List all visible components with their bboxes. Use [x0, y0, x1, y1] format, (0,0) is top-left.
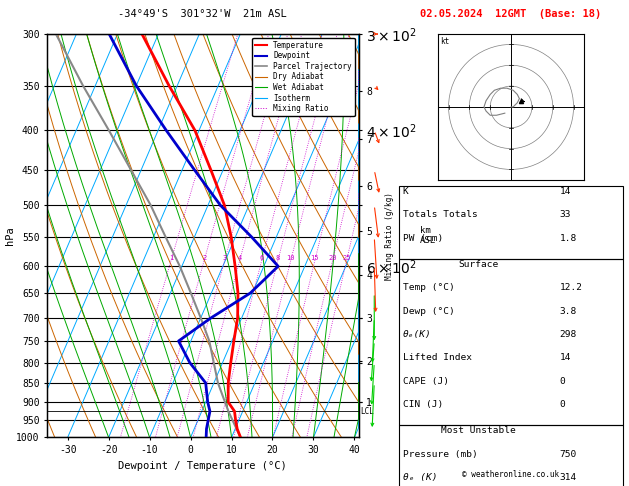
Y-axis label: hPa: hPa	[4, 226, 14, 245]
Text: CIN (J): CIN (J)	[403, 400, 443, 409]
Text: 0: 0	[560, 400, 565, 409]
Text: 4: 4	[238, 255, 242, 260]
Text: Temp (°C): Temp (°C)	[403, 283, 454, 293]
Legend: Temperature, Dewpoint, Parcel Trajectory, Dry Adiabat, Wet Adiabat, Isotherm, Mi: Temperature, Dewpoint, Parcel Trajectory…	[252, 38, 355, 116]
Text: 8: 8	[276, 255, 280, 260]
Text: 314: 314	[560, 473, 577, 482]
Text: Lifted Index: Lifted Index	[403, 353, 472, 363]
Text: θₑ(K): θₑ(K)	[403, 330, 431, 339]
Text: Pressure (mb): Pressure (mb)	[403, 450, 477, 459]
Text: 750: 750	[560, 450, 577, 459]
Text: CAPE (J): CAPE (J)	[403, 377, 448, 386]
Text: 14: 14	[560, 187, 571, 196]
Text: -34°49'S  301°32'W  21m ASL: -34°49'S 301°32'W 21m ASL	[118, 9, 287, 19]
Text: kt: kt	[440, 37, 450, 47]
Text: 10: 10	[286, 255, 295, 260]
Text: 3.8: 3.8	[560, 307, 577, 316]
Text: 20: 20	[328, 255, 337, 260]
Text: 33: 33	[560, 210, 571, 220]
Text: 1: 1	[169, 255, 173, 260]
Text: θₑ (K): θₑ (K)	[403, 473, 437, 482]
Text: © weatheronline.co.uk: © weatheronline.co.uk	[462, 469, 560, 479]
Text: 6: 6	[260, 255, 264, 260]
Text: 12.2: 12.2	[560, 283, 583, 293]
Text: 2: 2	[202, 255, 206, 260]
Text: 0: 0	[560, 377, 565, 386]
Text: 14: 14	[560, 353, 571, 363]
Text: Dewp (°C): Dewp (°C)	[403, 307, 454, 316]
Text: Surface: Surface	[458, 260, 498, 269]
Text: Mixing Ratio (g/kg): Mixing Ratio (g/kg)	[386, 192, 394, 279]
Text: Most Unstable: Most Unstable	[441, 426, 515, 435]
Text: 3: 3	[223, 255, 226, 260]
Text: 15: 15	[311, 255, 319, 260]
Y-axis label: km
ASL: km ASL	[420, 226, 436, 245]
Text: 298: 298	[560, 330, 577, 339]
Text: Totals Totals: Totals Totals	[403, 210, 477, 220]
Text: 25: 25	[342, 255, 351, 260]
X-axis label: Dewpoint / Temperature (°C): Dewpoint / Temperature (°C)	[118, 461, 287, 470]
Text: K: K	[403, 187, 408, 196]
Text: LCL: LCL	[360, 407, 374, 416]
Text: 02.05.2024  12GMT  (Base: 18): 02.05.2024 12GMT (Base: 18)	[420, 9, 602, 19]
Text: 1.8: 1.8	[560, 234, 577, 243]
Text: PW (cm): PW (cm)	[403, 234, 443, 243]
